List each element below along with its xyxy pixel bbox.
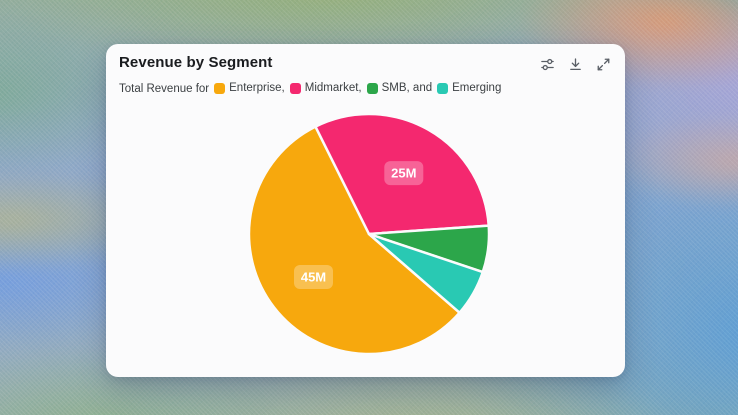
legend-item-midmarket: Midmarket,: [289, 82, 367, 94]
legend-swatch-icon: [366, 82, 378, 94]
chart-title: Revenue by Segment: [119, 54, 273, 71]
legend-label: Enterprise,: [229, 82, 285, 94]
pie-label-enterprise: 45M: [294, 265, 333, 289]
pie-slice-enterprise[interactable]: [247, 125, 461, 356]
legend-label: Emerging: [452, 82, 502, 94]
legend-item-smb: SMB, and: [366, 82, 438, 94]
download-button[interactable]: [567, 56, 584, 73]
pie-slice-emerging[interactable]: [367, 232, 485, 314]
subtitle-prefix: Total Revenue for: [119, 83, 210, 96]
legend-swatch-icon: [437, 82, 449, 94]
legend-swatch-icon: [289, 82, 301, 94]
pie-label-midmarket: 25M: [384, 161, 424, 186]
legend-swatch-icon: [214, 82, 226, 94]
pie-label-pill: [294, 265, 333, 289]
download-icon: [568, 57, 583, 72]
expand-icon: [596, 57, 611, 72]
pie-label-pill: [384, 161, 424, 186]
pie-slice-midmarket[interactable]: [314, 112, 490, 236]
legend-label: SMB, and: [381, 82, 433, 94]
legend-label: Midmarket,: [304, 82, 362, 94]
filter-sliders-button[interactable]: [539, 56, 556, 73]
expand-button[interactable]: [595, 56, 612, 73]
card-header: Revenue by Segment: [119, 54, 612, 73]
chart-subtitle: Total Revenue for Enterprise, Midmarket, S…: [119, 82, 506, 97]
pie-label-value: 25M: [391, 166, 416, 181]
pie-label-value: 45M: [301, 270, 326, 285]
legend-items: Enterprise, Midmarket, SMB, and Emerging: [214, 82, 506, 97]
chart-card: Revenue by Segment: [106, 44, 625, 377]
sliders-icon: [540, 57, 555, 72]
pie-chart: 45M 25M: [247, 112, 491, 356]
card-toolbar: [539, 56, 612, 73]
legend-item-enterprise: Enterprise,: [214, 82, 290, 94]
legend-item-emerging: Emerging: [437, 82, 506, 94]
